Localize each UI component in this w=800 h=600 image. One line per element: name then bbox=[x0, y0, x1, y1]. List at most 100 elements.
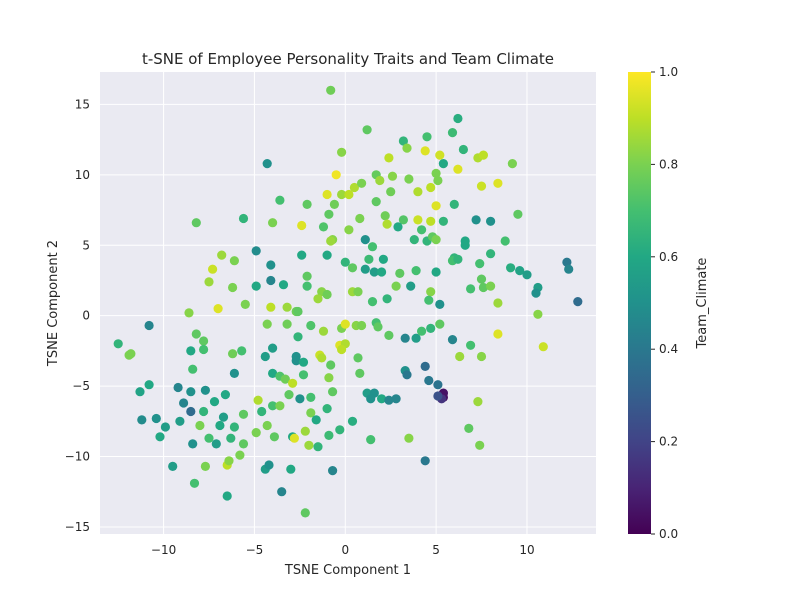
scatter-point bbox=[486, 216, 496, 226]
scatter-point bbox=[402, 143, 412, 153]
scatter-point bbox=[466, 284, 476, 294]
scatter-point bbox=[513, 209, 523, 219]
y-tick-labels: −15 −10 −5 0 5 10 15 bbox=[65, 97, 90, 534]
scatter-point bbox=[424, 375, 434, 386]
scatter-point bbox=[349, 182, 359, 193]
colorbar-tick-label: 1.0 bbox=[659, 65, 678, 79]
scatter-point bbox=[353, 353, 363, 363]
x-tick-label: −10 bbox=[151, 543, 176, 557]
scatter-point bbox=[382, 219, 392, 229]
scatter-point bbox=[369, 267, 379, 277]
scatter-point bbox=[262, 420, 272, 431]
scatter-point bbox=[564, 264, 574, 274]
scatter-point bbox=[144, 380, 154, 390]
scatter-point bbox=[209, 397, 220, 407]
scatter-point bbox=[367, 297, 378, 307]
scatter-point bbox=[473, 397, 483, 407]
x-tick-label: −5 bbox=[246, 543, 264, 557]
scatter-point bbox=[438, 216, 448, 226]
scatter-point bbox=[313, 442, 323, 452]
scatter-point bbox=[297, 220, 307, 231]
scatter-point bbox=[229, 422, 239, 432]
scatter-point bbox=[426, 323, 436, 333]
scatter-point bbox=[280, 374, 290, 384]
scatter-point bbox=[175, 416, 185, 426]
scatter-point bbox=[382, 294, 392, 304]
scatter-point bbox=[471, 215, 481, 225]
scatter-point bbox=[282, 319, 292, 329]
scatter-point bbox=[391, 394, 401, 404]
scatter-point bbox=[322, 289, 332, 300]
scatter-points bbox=[113, 85, 583, 518]
scatter-point bbox=[304, 440, 314, 450]
scatter-point bbox=[228, 282, 238, 293]
scatter-point bbox=[238, 213, 249, 224]
scatter-point bbox=[186, 387, 196, 397]
scatter-point bbox=[262, 319, 272, 329]
scatter-point bbox=[179, 398, 189, 408]
y-tick-label: 15 bbox=[75, 97, 90, 111]
scatter-point bbox=[453, 254, 463, 264]
scatter-point bbox=[284, 390, 294, 400]
scatter-point bbox=[353, 287, 363, 297]
scatter-point bbox=[326, 85, 336, 95]
scatter-point bbox=[398, 136, 408, 146]
scatter-point bbox=[288, 378, 298, 388]
scatter-point bbox=[224, 456, 234, 466]
chart-title: t-SNE of Employee Personality Traits and… bbox=[142, 50, 554, 68]
scatter-point bbox=[191, 329, 201, 339]
scatter-point bbox=[188, 439, 198, 449]
scatter-point bbox=[387, 171, 398, 181]
scatter-point bbox=[211, 439, 221, 449]
x-tick-label: 5 bbox=[432, 543, 440, 557]
scatter-point bbox=[318, 222, 329, 232]
scatter-point bbox=[173, 382, 183, 393]
scatter-point bbox=[378, 254, 388, 264]
scatter-point bbox=[355, 213, 365, 224]
scatter-point bbox=[398, 215, 408, 225]
colorbar-ticks: 0.0 0.2 0.4 0.6 0.8 1.0 bbox=[651, 65, 678, 541]
scatter-point bbox=[253, 395, 263, 405]
scatter-point bbox=[311, 415, 321, 425]
scatter-point bbox=[213, 304, 223, 314]
scatter-point bbox=[366, 435, 376, 445]
scatter-point bbox=[515, 266, 525, 276]
scatter-point bbox=[337, 189, 347, 200]
scatter-point bbox=[426, 287, 436, 297]
colorbar-tick-label: 0.2 bbox=[659, 435, 678, 449]
scatter-point bbox=[329, 199, 339, 209]
scatter-point bbox=[264, 460, 274, 470]
scatter-point bbox=[449, 199, 459, 209]
scatter-point bbox=[393, 222, 403, 232]
scatter-point bbox=[199, 344, 209, 355]
scatter-point bbox=[322, 250, 332, 260]
scatter-point bbox=[313, 294, 323, 304]
colorbar-tick-label: 0.8 bbox=[659, 157, 678, 171]
scatter-point bbox=[366, 394, 376, 404]
colorbar-tick-label: 0.0 bbox=[659, 527, 678, 541]
colorbar-tick-label: 0.4 bbox=[659, 342, 678, 356]
scatter-point bbox=[306, 408, 316, 418]
scatter-point bbox=[268, 401, 278, 411]
scatter-point bbox=[195, 420, 205, 431]
scatter-point bbox=[160, 422, 170, 432]
scatter-point bbox=[455, 351, 465, 362]
scatter-point bbox=[360, 264, 370, 274]
scatter-point bbox=[422, 132, 432, 142]
scatter-point bbox=[373, 322, 383, 332]
x-tick-label: 10 bbox=[519, 543, 534, 557]
scatter-point bbox=[293, 306, 303, 317]
scatter-point bbox=[347, 263, 358, 273]
scatter-point bbox=[538, 342, 548, 352]
scatter-point bbox=[199, 406, 209, 417]
scatter-point bbox=[200, 461, 210, 471]
scatter-point bbox=[466, 340, 476, 350]
scatter-point bbox=[364, 254, 374, 264]
x-tick-label: 0 bbox=[341, 543, 349, 557]
scatter-point bbox=[275, 195, 285, 205]
colorbar bbox=[628, 72, 651, 534]
scatter-point bbox=[411, 266, 421, 276]
scatter-point bbox=[268, 343, 278, 353]
scatter-point bbox=[257, 406, 267, 417]
